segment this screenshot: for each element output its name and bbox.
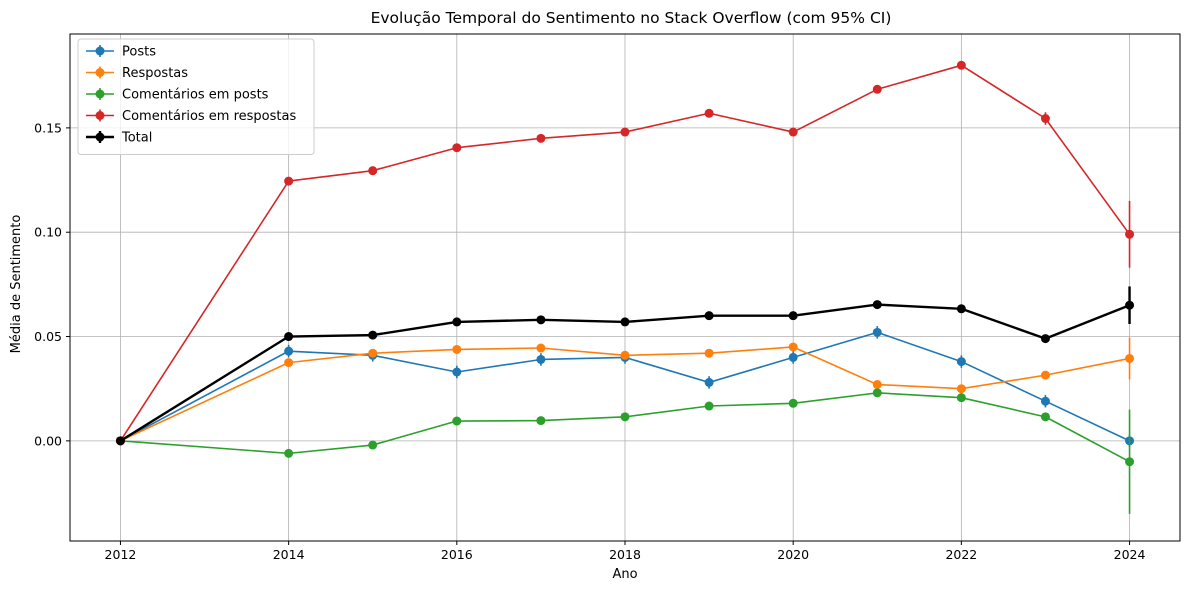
data-point [788,342,798,352]
legend-swatch-marker [95,132,105,142]
data-point [872,84,882,94]
data-point [284,358,294,368]
data-point [620,412,630,422]
data-point [452,416,462,426]
data-point [704,311,714,321]
data-point [368,440,378,450]
data-point [1040,370,1050,380]
y-tick-label: 0.10 [34,225,62,240]
data-point [788,352,798,362]
data-point [872,327,882,337]
x-tick-label: 2016 [441,547,473,562]
data-point [284,176,294,186]
legend-label: Respostas [122,66,188,81]
data-point [368,330,378,340]
legend-swatch-marker [95,111,105,120]
data-point [115,436,125,446]
data-point [1040,114,1050,123]
data-point [704,401,714,411]
axes: 2012 2014 2016 2018 2020 2022 2024 0.00 0.05 0.10… [34,33,1181,562]
data-point [536,133,546,143]
data-point [956,304,966,314]
legend-label: Total [121,131,152,146]
data-point [620,127,630,137]
data-point [704,377,714,387]
y-tick-label: 0.15 [34,120,62,135]
data-point [284,448,294,458]
x-tick-label: 2020 [777,547,809,562]
chart-title: Evolução Temporal do Sentimento no Stack… [371,9,892,27]
legend-box [77,38,315,155]
series-line [119,303,1130,442]
data-point [452,317,462,327]
x-tick-label: 2014 [273,547,305,562]
legend-swatch-marker [95,68,105,77]
data-point [284,346,294,356]
data-point [536,315,546,325]
data-point [788,398,798,408]
legend-label: Comentários em respostas [122,109,296,124]
data-point [452,367,462,377]
data-point [956,357,966,367]
data-point [1040,396,1050,406]
y-tick-label: 0.00 [34,433,62,448]
series-respostas [115,337,1135,446]
series-line [120,392,1130,463]
data-point [620,350,630,360]
legend: Posts Respostas Comentários em posts Coment… [77,38,315,155]
data-point [872,300,882,310]
data-point [284,332,294,342]
x-tick-label: 2012 [105,547,137,562]
x-axis-label: Ano [612,567,637,582]
series-coment-rios-em-posts [115,388,1135,514]
series-coment-rios-em-respostas [115,60,1135,446]
x-tick-label: 2022 [945,547,977,562]
data-point [1125,300,1135,310]
legend-label: Posts [122,45,156,60]
x-tick-label: 2018 [609,547,641,562]
data-point [1125,353,1135,363]
data-point [1040,412,1050,422]
data-point [872,388,882,398]
legend-swatch-marker [95,46,105,56]
data-point [452,143,462,153]
data-point [956,60,966,70]
data-point [956,384,966,394]
y-tick-label: 0.05 [34,329,62,344]
data-point [536,354,546,364]
data-point [956,393,966,403]
x-tick-label: 2024 [1114,547,1146,562]
data-point [1125,457,1135,467]
data-point [788,311,798,321]
data-point [368,166,378,176]
y-axis-label: Média de Sentimento [9,215,24,354]
data-point [704,108,714,118]
series-layer [115,60,1135,514]
series-line [119,64,1131,442]
legend-label: Comentários em posts [122,88,269,103]
data-point [620,317,630,327]
series-total [115,286,1135,446]
series-line [120,346,1130,442]
data-point [1040,334,1050,344]
data-point [368,348,378,358]
data-point [788,127,798,137]
data-point [536,416,546,426]
data-point [1125,229,1135,239]
data-point [872,380,882,390]
legend-swatch-marker [95,89,105,99]
data-point [536,343,546,353]
data-point [452,344,462,354]
data-point [704,348,714,358]
